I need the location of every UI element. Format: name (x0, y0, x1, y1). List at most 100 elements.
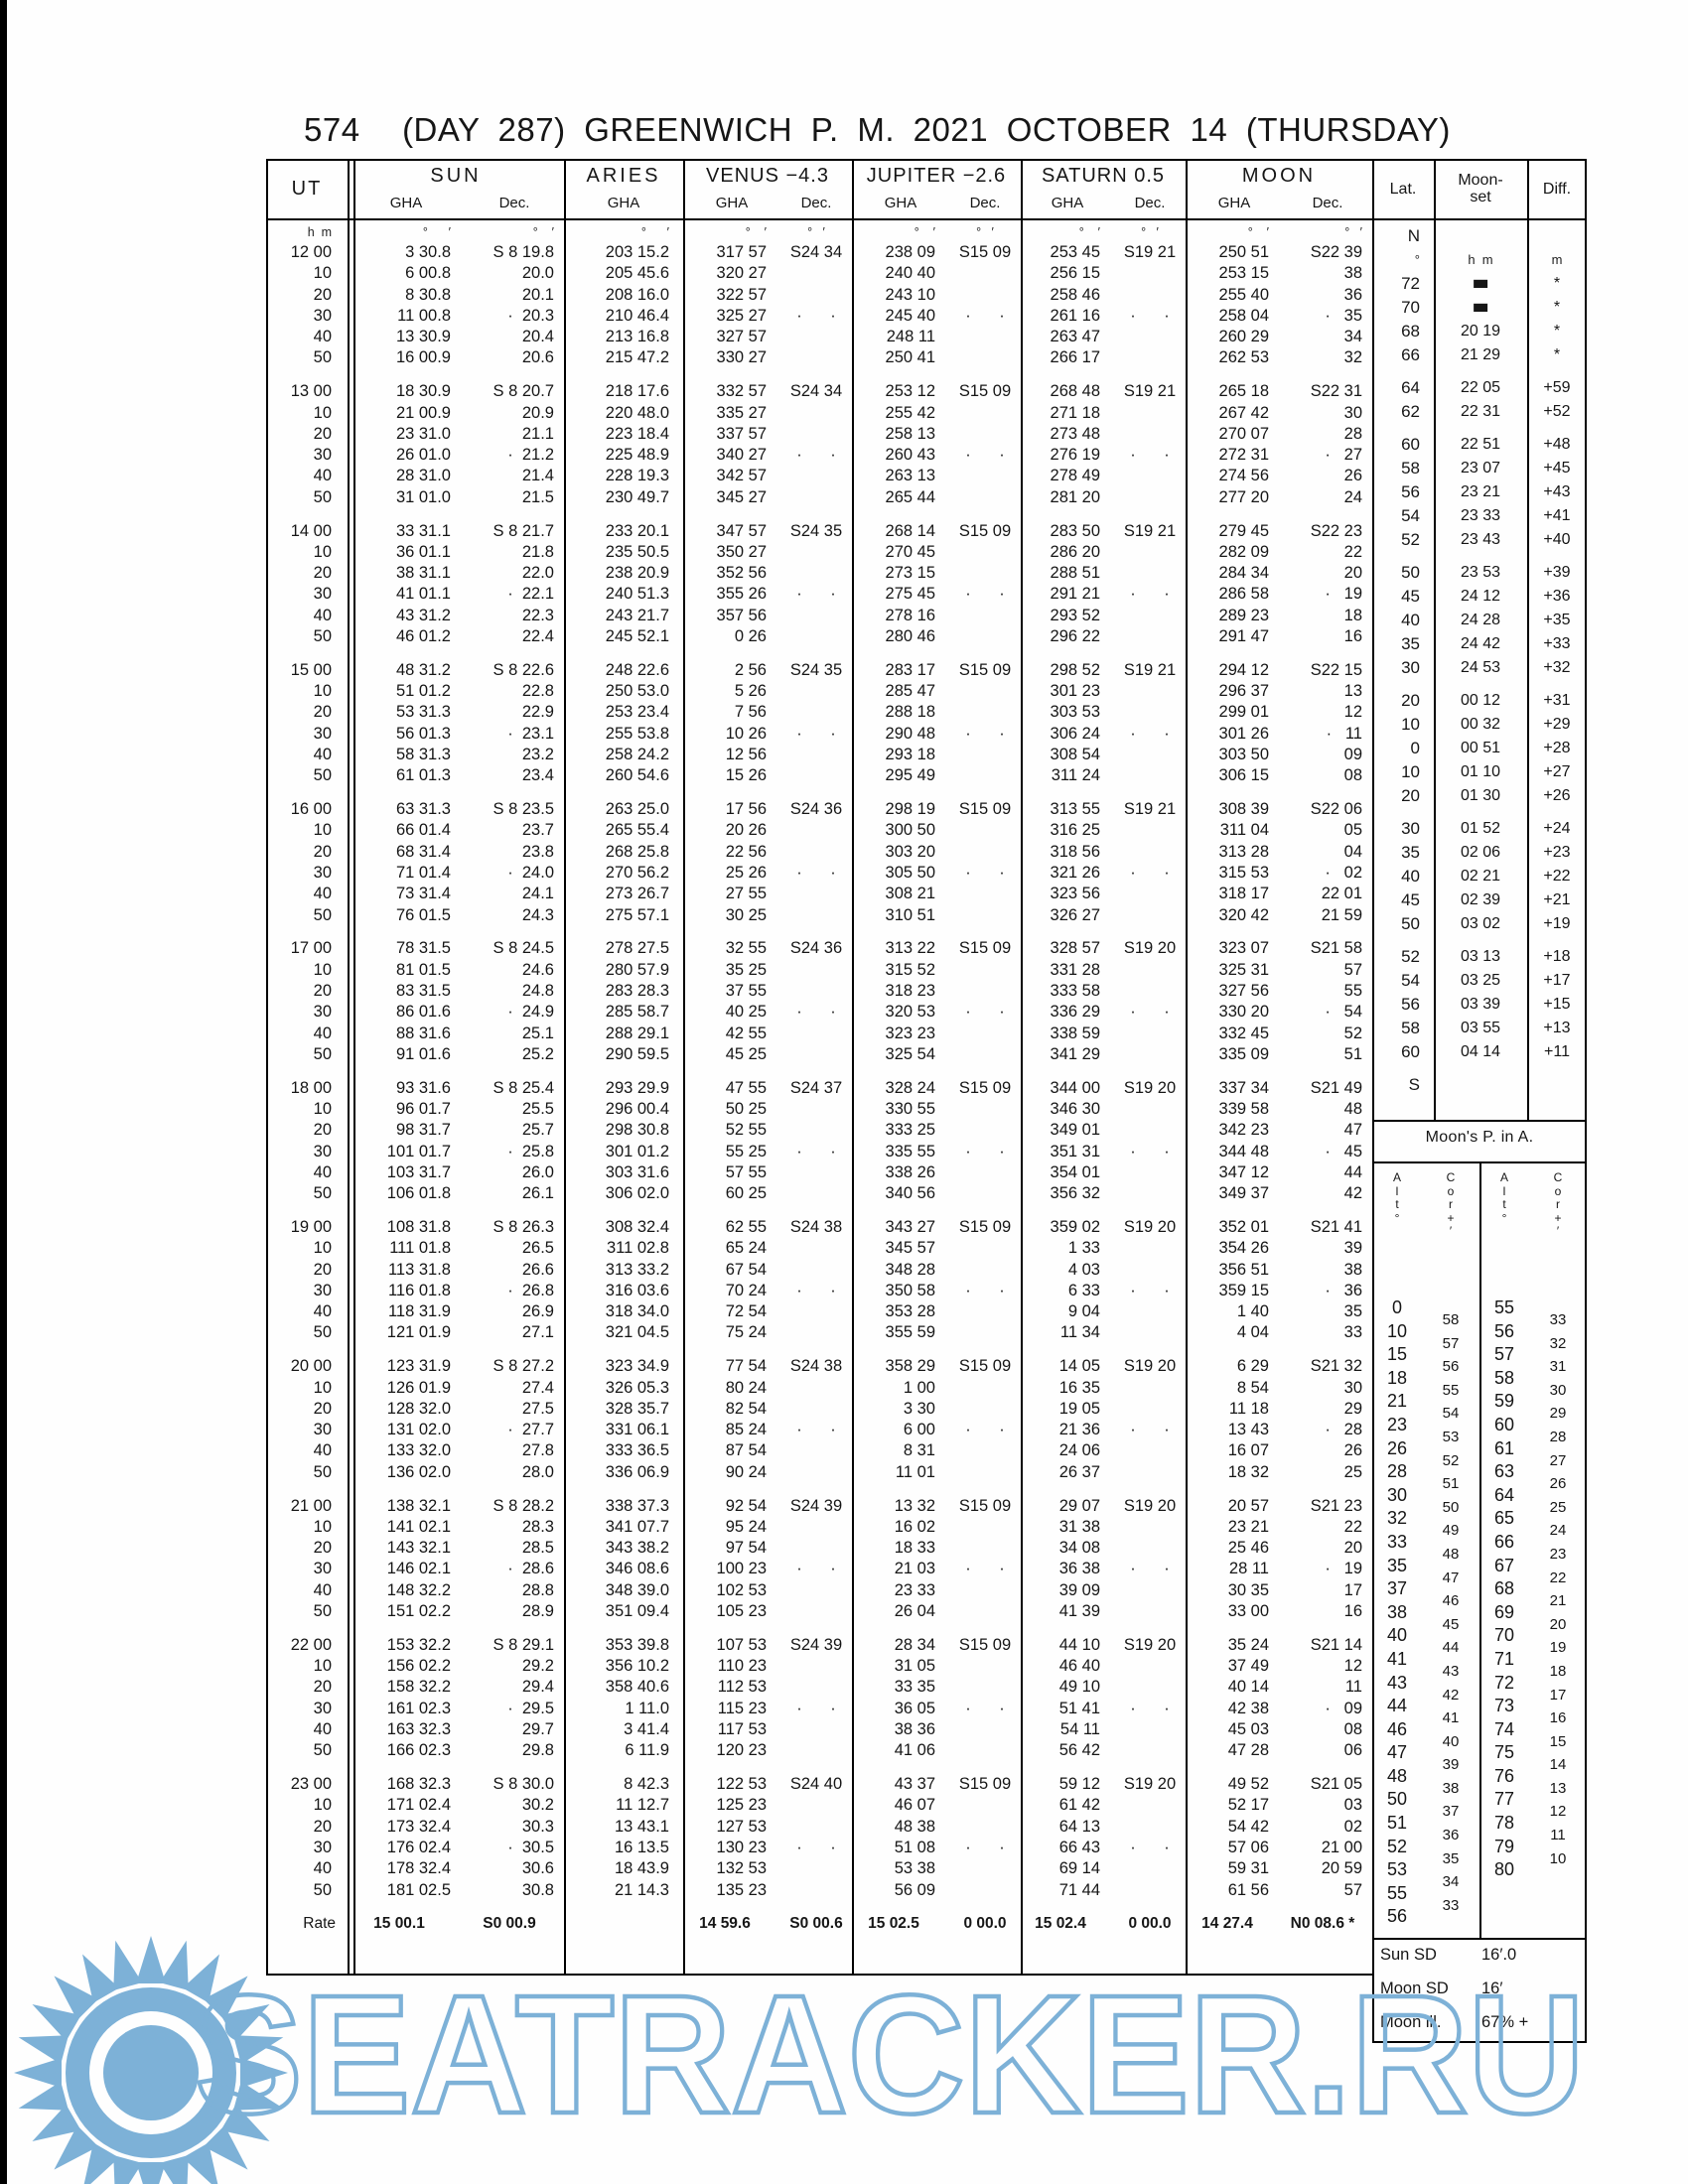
cell-ut: 50 (313, 487, 332, 506)
cell-vgha: 330 27 (716, 348, 767, 367)
pa-cor-value: 10 (1549, 1849, 1567, 1867)
cell-sgha: 156 02.2 (386, 1657, 451, 1676)
cell-mgha: 303 50 (1218, 746, 1269, 764)
cell-vgha: 340 27 (716, 446, 767, 465)
moonset-value: 01 10 (1460, 763, 1501, 780)
moon-pa-cor-header: C o r + ′ (1446, 1170, 1456, 1238)
table-row: 10 6 00.8 20.0 205 45.6 320 27 240 40 256 15 25… (266, 263, 1372, 284)
cell-tgha: 46 40 (1058, 1657, 1100, 1676)
column-headers: UT SUN GHA Dec. ARIES GHA VENUS −4.3 GHA… (266, 161, 1372, 216)
cell-vdec (780, 1858, 852, 1879)
cell-jdec: S15 09 (958, 243, 1012, 261)
lat-row: 40 02 21 +22 (1372, 865, 1587, 888)
cell-sgha: 148 32.2 (386, 1580, 451, 1599)
cell-mgha: 45 03 (1227, 1720, 1269, 1738)
cell-jdec (949, 1601, 1021, 1622)
table-row: 10 126 01.9 27.4 326 05.3 80 24 1 00 16 35 8 54… (266, 1378, 1372, 1399)
cell-mgha: 35 24 (1227, 1635, 1269, 1654)
cell-tgha: 15 02.4 (1035, 1915, 1086, 1933)
cell-ut: 20 (313, 1817, 332, 1836)
cell-vgha: 135 23 (716, 1880, 767, 1899)
pa-alt-value: 52 (1386, 1836, 1408, 1856)
cell-vdec (780, 1719, 852, 1740)
lat-value: 35 (1401, 843, 1420, 862)
cell-ut: 20 (313, 1260, 332, 1279)
cell-mdec: 05 (1343, 821, 1362, 840)
cell-ut: 30 (313, 1560, 332, 1578)
moon-pa-cor-col-1: 58 57 56 55 54 53 52 51 50 49 48 47 46 45 44 43 42 41 40 39… (1422, 1308, 1479, 1929)
pa-alt-value: 76 (1493, 1765, 1515, 1786)
diff-value: +19 (1543, 915, 1571, 932)
table-row: 20 113 31.8 26.6 313 33.2 67 54 348 28 4 03 356… (266, 1260, 1372, 1281)
cell-mdec: 29 (1343, 1399, 1362, 1418)
cell-vgha: 105 23 (716, 1602, 767, 1621)
cell-mdec: 48 (1343, 1099, 1362, 1118)
cell-jdec (949, 1580, 1021, 1601)
cell-sgha: 81 01.5 (395, 960, 451, 979)
cell-jdec (949, 1238, 1021, 1259)
pa-alt-value: 53 (1386, 1859, 1408, 1880)
cell-tdec (1114, 745, 1186, 765)
cell-aries: 18 43.9 (614, 1859, 669, 1878)
cell-sdec: 22.9 (521, 703, 554, 722)
lat-row: S (1372, 1073, 1587, 1097)
cell-mgha: 277 20 (1218, 487, 1269, 506)
hour-block-12: 12 00 3 30.8 S 8 19.8 203 15.2 317 57 S24 34 2… (266, 242, 1372, 369)
cell-vdec (780, 347, 852, 368)
cell-jdec (949, 1260, 1021, 1281)
table-row: 10 81 01.5 24.6 280 57.9 35 25 315 52 331 28 32… (266, 960, 1372, 981)
cell-mdec: 25 (1343, 1462, 1362, 1481)
lat-value: 58 (1401, 1019, 1420, 1037)
cell-tgha: 34 08 (1058, 1539, 1100, 1558)
lat-value: ° (1414, 252, 1420, 267)
cell-sgha: 98 31.7 (395, 1121, 451, 1140)
table-row: 50 46 01.2 22.4 245 52.1 0 26 280 46 296 22 291… (266, 626, 1372, 647)
cell-mdec: 22 (1343, 542, 1362, 561)
table-row: 16 00 63 31.3 S 8 23.5 263 25.0 17 56 S24 36 2… (266, 799, 1372, 820)
cell-sgha: 126 01.9 (386, 1378, 451, 1397)
cell-vdec (780, 681, 852, 702)
pa-alt-value: 56 (1386, 1906, 1408, 1927)
cell-sdec: 23.2 (521, 746, 554, 764)
cell-jgha: 36 05 (894, 1699, 935, 1717)
cell-tgha: 14 05 (1058, 1357, 1100, 1376)
cell-jgha: 258 13 (885, 424, 935, 443)
cell-tdec: S19 21 (1123, 382, 1177, 401)
cell-vgha: 7 56 (734, 703, 767, 722)
cell-tdec: · · (1130, 724, 1170, 743)
cell-jgha: 358 29 (885, 1357, 935, 1376)
moon-ill-row: Moon ill. 67% + (1372, 2005, 1587, 2039)
cell-jdec (949, 1183, 1021, 1204)
cell-mdec: 12 (1343, 703, 1362, 722)
pa-alt-value: 73 (1493, 1696, 1515, 1716)
cell-jgha: 48 38 (894, 1817, 935, 1836)
cell-tgha: 253 45 (1050, 243, 1100, 261)
table-row: 12 00 3 30.8 S 8 19.8 203 15.2 317 57 S24 34 2… (266, 242, 1372, 263)
cell-vgha: 337 57 (716, 424, 767, 443)
cell-aries: 296 00.4 (605, 1099, 669, 1118)
cell-jgha: 290 48 (885, 724, 935, 743)
lat-value: 62 (1401, 402, 1420, 421)
cell-jdec: · · (965, 1003, 1005, 1022)
cell-mgha: 330 20 (1218, 1003, 1269, 1022)
rule (683, 159, 685, 1976)
cell-aries: 351 09.4 (605, 1602, 669, 1621)
cell-sgha: 16 00.9 (395, 348, 451, 367)
lat-value: 58 (1401, 459, 1420, 478)
pa-cor-value: 52 (1442, 1451, 1460, 1469)
pa-cor-value: 38 (1442, 1779, 1460, 1797)
moonset-value: 22 31 (1460, 403, 1501, 420)
table-row: 30 71 01.4 · 24.0 270 56.2 25 26 · · 305 50 · ·… (266, 863, 1372, 884)
cell-jdec: · · (965, 1281, 1005, 1299)
table-row: 10 96 01.7 25.5 296 00.4 50 25 330 55 346 30 33… (266, 1099, 1372, 1120)
moonset-value: 01 30 (1460, 787, 1501, 804)
cell-jgha: 243 10 (885, 285, 935, 304)
lat-row: 45 02 39 +21 (1372, 888, 1587, 912)
cell-vgha: 92 54 (725, 1496, 767, 1515)
cell-vgha: 320 27 (716, 264, 767, 283)
cell-mgha: 289 23 (1218, 606, 1269, 624)
cell-ut: 50 (313, 905, 332, 924)
sun-logo-icon (14, 1936, 288, 2184)
cell-tgha: 44 10 (1058, 1635, 1100, 1654)
cell-ut: 20 (313, 1678, 332, 1697)
